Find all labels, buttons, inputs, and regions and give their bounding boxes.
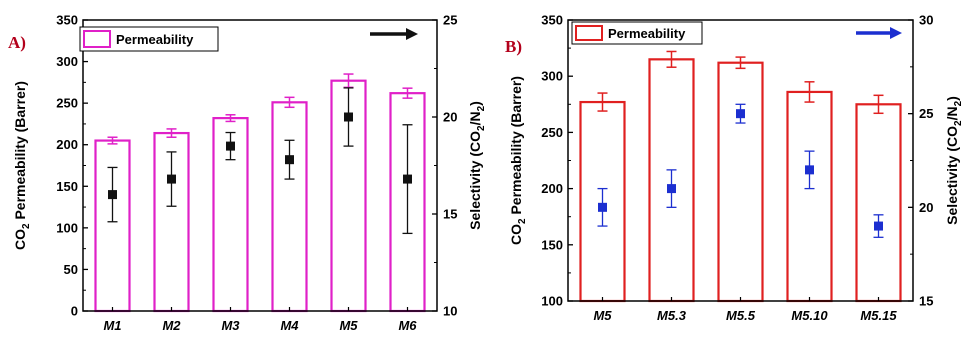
selectivity-point: [736, 109, 745, 119]
permeability-bar: [717, 61, 764, 303]
right-tick-label: 15: [443, 207, 457, 222]
selectivity-point: [667, 184, 676, 194]
right-axis-title: Selectivity (CO2​/N2​): [944, 96, 964, 225]
right-tick-label: 15: [919, 294, 933, 309]
permeability-bar: [271, 101, 308, 313]
category-label: M3: [221, 318, 240, 333]
selectivity-point: [344, 112, 353, 122]
left-tick-label: 250: [56, 96, 78, 111]
legend-swatch: [575, 25, 603, 41]
legend-label: Permeability: [116, 32, 194, 47]
right-tick-label: 30: [919, 13, 933, 28]
permeability-bar: [786, 90, 833, 303]
left-axis-title: CO2​ Permeability (Barrer): [508, 76, 528, 245]
category-label: M1: [103, 318, 121, 333]
arrow-right-icon: [890, 27, 902, 39]
right-axis-title: Selectivity (CO2​/N2​): [467, 101, 487, 230]
left-tick-label: 100: [56, 220, 78, 235]
left-tick-label: 300: [56, 54, 78, 69]
left-tick-label: 300: [541, 69, 563, 84]
left-tick-label: 250: [541, 125, 563, 140]
category-label: M5.3: [657, 308, 687, 323]
right-tick-label: 20: [919, 200, 933, 215]
left-tick-label: 100: [541, 294, 563, 309]
legend-swatch: [83, 30, 111, 48]
right-tick-label: 25: [919, 106, 933, 121]
category-label: M5.5: [726, 308, 756, 323]
category-label: M5.10: [791, 308, 828, 323]
legend-label: Permeability: [608, 26, 686, 41]
selectivity-point: [285, 155, 294, 165]
panel-b-chart: 100 150 200 250 300 350 15 20 25 30 M5 M5.3 M5.5 M5.1…: [505, 13, 964, 324]
category-label: M5.15: [860, 308, 897, 323]
panel-a-chart: 0 50 100 150 200 250 300 350 10 15 20 25 M1 M2 M3 M4 M5 M…: [8, 13, 487, 334]
permeability-bar: [855, 103, 902, 303]
panel-label: A): [8, 33, 26, 52]
left-tick-label: 150: [541, 237, 563, 252]
category-label: M5: [339, 318, 358, 333]
plot-frame: [82, 19, 438, 312]
left-tick-label: 200: [541, 181, 563, 196]
left-tick-label: 0: [71, 304, 78, 319]
category-label: M5: [593, 308, 612, 323]
left-tick-label: 350: [541, 13, 563, 28]
arrow-right-icon: [406, 28, 418, 40]
selectivity-point: [598, 202, 607, 212]
left-tick-label: 350: [56, 13, 78, 28]
selectivity-point: [108, 190, 117, 200]
left-axis-title: CO2​ Permeability (Barrer): [12, 81, 32, 250]
panel-label: B): [505, 37, 522, 56]
category-label: M6: [398, 318, 417, 333]
permeability-bar: [94, 139, 131, 313]
selectivity-point: [805, 165, 814, 175]
selectivity-point: [226, 141, 235, 151]
category-label: M4: [280, 318, 299, 333]
left-tick-label: 50: [64, 262, 78, 277]
selectivity-point: [403, 174, 412, 184]
selectivity-point: [874, 221, 883, 231]
legend-box: [571, 21, 703, 45]
right-tick-label: 20: [443, 110, 457, 125]
category-label: M2: [162, 318, 181, 333]
right-tick-label: 10: [443, 304, 457, 319]
left-tick-label: 200: [56, 137, 78, 152]
selectivity-point: [167, 174, 176, 184]
right-tick-label: 25: [443, 13, 457, 28]
left-tick-label: 150: [56, 179, 78, 194]
